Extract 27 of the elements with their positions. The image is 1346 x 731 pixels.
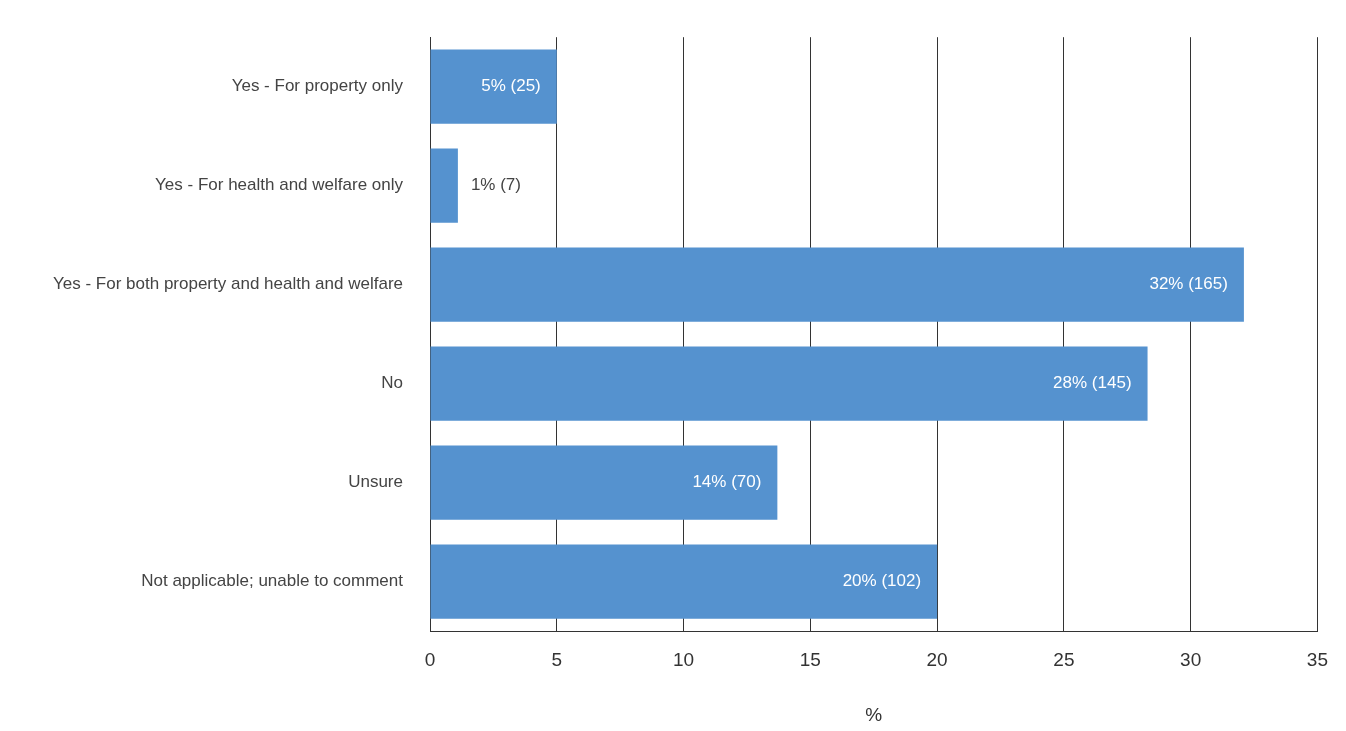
bar (430, 247, 1244, 322)
x-tick-label: 30 (1180, 648, 1202, 670)
y-tick-label: No (381, 373, 403, 393)
x-tick-label: 25 (1053, 648, 1075, 670)
x-tick-label: 35 (1306, 648, 1328, 670)
x-axis-title: % (865, 703, 883, 725)
x-tick-label: 10 (672, 648, 695, 670)
y-tick-label: Yes - For property only (231, 76, 404, 96)
x-tick-label: 15 (799, 648, 821, 670)
bar (430, 445, 778, 520)
x-tick-label: 20 (926, 648, 948, 670)
y-tick-label: Not applicable; unable to comment (141, 571, 404, 591)
data-label: 14% (70) (692, 472, 762, 492)
bar (430, 148, 458, 223)
y-tick-label: Yes - For health and welfare only (155, 175, 404, 195)
bar (430, 346, 1148, 421)
bar (430, 49, 557, 124)
bar (430, 544, 938, 619)
data-label: 5% (25) (481, 76, 541, 96)
y-tick-label: Yes - For both property and health and welfare (53, 274, 403, 294)
data-label: 28% (145) (1053, 373, 1132, 393)
data-label: 1% (7) (470, 175, 521, 195)
y-tick-label: Unsure (348, 472, 403, 492)
x-tick-label: 0 (424, 648, 436, 670)
x-tick-label: 5 (551, 648, 563, 670)
data-label: 32% (165) (1149, 274, 1228, 294)
data-label: 20% (102) (842, 571, 922, 591)
